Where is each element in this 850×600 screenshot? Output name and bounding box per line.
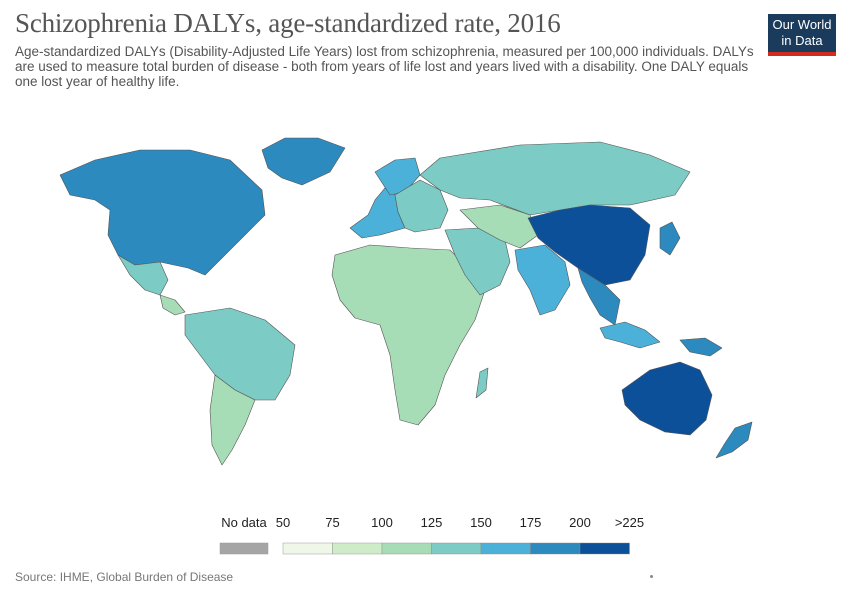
owid-logo[interactable]: Our World in Data	[768, 14, 836, 56]
dot-marker	[650, 575, 653, 578]
region-southern-cone[interactable]	[209, 374, 256, 466]
logo-line-1: Our World	[772, 17, 832, 32]
source-note: Source: IHME, Global Burden of Disease	[15, 570, 234, 584]
legend-tick-label: 125	[421, 515, 443, 530]
legend-tick-label: 100	[371, 515, 393, 530]
region-north-america[interactable]	[59, 149, 266, 276]
legend-bin	[332, 542, 383, 555]
region-papua-new-guinea[interactable]	[679, 337, 723, 357]
region-central-america[interactable]	[159, 294, 186, 316]
region-indonesia[interactable]	[599, 321, 661, 349]
legend-tick-label: 200	[569, 515, 591, 530]
legend-tick-label: 150	[470, 515, 492, 530]
legend-tick-label: 175	[520, 515, 542, 530]
legend-bin	[579, 542, 630, 555]
legend-bin	[431, 542, 482, 555]
legend-bin	[282, 542, 333, 555]
region-new-zealand[interactable]	[715, 421, 753, 459]
legend-no-data-swatch	[219, 542, 269, 555]
region-south-asia[interactable]	[514, 244, 571, 316]
legend-bin	[480, 542, 531, 555]
region-south-america[interactable]	[184, 307, 296, 401]
region-japan[interactable]	[659, 221, 681, 256]
legend-bin	[381, 542, 432, 555]
logo-line-2: in Data	[781, 33, 823, 48]
legend-bin	[530, 542, 581, 555]
region-madagascar[interactable]	[475, 367, 489, 399]
map-regions	[59, 137, 753, 466]
region-australia[interactable]	[621, 361, 713, 436]
legend-tick-label: 75	[325, 515, 339, 530]
region-china[interactable]	[527, 204, 651, 286]
region-central-asia[interactable]	[459, 204, 539, 249]
legend-no-data-label: No data	[221, 515, 267, 530]
legend-bins	[282, 542, 630, 555]
legend-ticks: 50 75 100 125 150 175 200 >225	[276, 515, 644, 530]
region-africa[interactable]	[331, 244, 486, 426]
chart-subtitle: Age-standardized DALYs (Disability-Adjus…	[15, 44, 754, 89]
chart-title: Schizophrenia DALYs, age-standardized ra…	[15, 8, 561, 38]
region-southeast-asia[interactable]	[577, 267, 621, 326]
region-greenland[interactable]	[261, 137, 346, 186]
legend-tick-label: 50	[276, 515, 290, 530]
legend-tick-label: >225	[615, 515, 644, 530]
region-mexico[interactable]	[117, 254, 169, 296]
region-eastern-europe[interactable]	[394, 179, 449, 233]
region-russia[interactable]	[419, 141, 691, 216]
